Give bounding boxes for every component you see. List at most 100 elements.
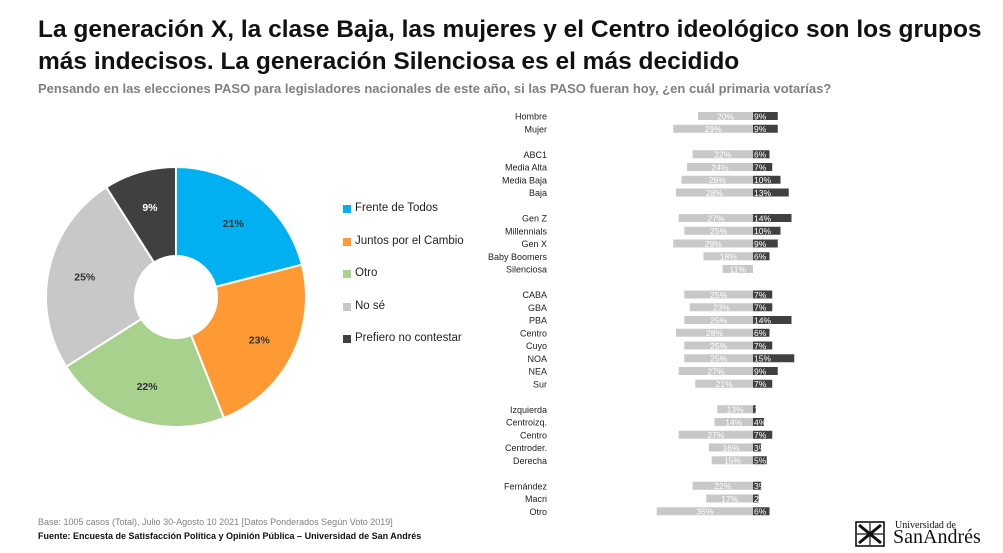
bar-prefiero-no-contestar-value: 7% xyxy=(754,379,767,389)
bar-no-se-value: 27% xyxy=(707,430,724,440)
bar-no-se-value: 29% xyxy=(705,239,722,249)
legend-swatch xyxy=(343,237,351,246)
bar-no-se xyxy=(692,481,753,490)
bar-no-se-value: 14% xyxy=(725,417,742,427)
legend-swatch xyxy=(343,205,351,213)
bar-no-se xyxy=(684,290,753,299)
bar-category-label: Centroizq. xyxy=(506,418,547,428)
bar-prefiero-no-contestar-value: 7% xyxy=(754,303,767,313)
source-note: Fuente: Encuesta de Satisfacción Polític… xyxy=(38,531,422,541)
bar-prefiero-no-contestar-value: 7% xyxy=(754,162,767,172)
bar-category-label: NEA xyxy=(528,367,547,377)
bar-no-se xyxy=(684,316,753,324)
bar-prefiero-no-contestar xyxy=(753,456,767,465)
bar-prefiero-no-contestar xyxy=(753,124,778,133)
bar-no-se xyxy=(692,150,753,159)
bar-prefiero-no-contestar-value: 2% xyxy=(754,494,767,504)
bar-prefiero-no-contestar-value: 6% xyxy=(754,150,767,160)
bar-category-label: Hombre xyxy=(515,112,547,122)
legend-swatch xyxy=(343,270,351,278)
bar-no-se-value: 27% xyxy=(707,213,724,223)
bar-no-se xyxy=(681,175,753,184)
legend-label: Otro xyxy=(355,267,378,279)
bar-category-label: Silenciosa xyxy=(506,265,547,275)
bar-prefiero-no-contestar xyxy=(753,494,759,503)
bar-prefiero-no-contestar-value: 10% xyxy=(754,226,771,236)
bar-no-se-value: 25% xyxy=(710,354,727,364)
bar-no-se-value: 13% xyxy=(727,405,744,415)
logo-small-text: Universidad de xyxy=(895,520,956,531)
bar-no-se-value: 22% xyxy=(714,150,731,160)
bar-no-se-value: 29% xyxy=(705,124,722,134)
bar-prefiero-no-contestar-value: 6% xyxy=(754,252,767,262)
bar-category-label: Centroder. xyxy=(505,443,547,453)
bar-no-se-value: 25% xyxy=(710,315,727,325)
bar-category-label: Centro xyxy=(520,430,547,440)
legend-label: No sé xyxy=(355,299,386,312)
bar-no-se xyxy=(722,265,753,273)
bar-category-label: GBA xyxy=(528,303,547,313)
bar-prefiero-no-contestar xyxy=(753,252,770,261)
bar-prefiero-no-contestar xyxy=(753,175,781,184)
bar-prefiero-no-contestar-value: 9% xyxy=(754,124,767,134)
bar-category-label: CABA xyxy=(522,290,547,300)
bar-prefiero-no-contestar xyxy=(753,328,770,337)
bar-prefiero-no-contestar-value: 4% xyxy=(754,417,767,427)
bar-category-label: Cuyo xyxy=(526,341,547,351)
bar-prefiero-no-contestar xyxy=(753,507,770,516)
logo-big-text: SanAndrés xyxy=(893,526,981,548)
bar-no-se xyxy=(709,443,753,452)
bar-no-se-value: 22% xyxy=(714,481,731,491)
legend-label: Frente de Todos xyxy=(355,202,438,214)
bar-prefiero-no-contestar xyxy=(753,226,781,235)
legend-swatch xyxy=(343,335,351,343)
bar-prefiero-no-contestar xyxy=(753,354,795,363)
bar-prefiero-no-contestar-value: 9% xyxy=(754,366,767,376)
bar-category-label: Centro xyxy=(520,328,547,338)
bar-no-se xyxy=(695,379,753,388)
bar-category-label: Izquierda xyxy=(510,405,547,415)
bar-no-se xyxy=(689,303,753,312)
bar-no-se xyxy=(706,494,753,503)
bar-prefiero-no-contestar-value: 7% xyxy=(754,430,767,440)
bar-prefiero-no-contestar xyxy=(753,443,762,452)
bar-prefiero-no-contestar-value: 3% xyxy=(754,443,767,453)
bar-no-se xyxy=(684,341,753,350)
bar-prefiero-no-contestar-value: 15% xyxy=(754,354,771,364)
bar-no-se xyxy=(673,239,753,248)
base-note: Base: 1005 casos (Total), Julio 30-Agost… xyxy=(38,517,393,527)
bar-prefiero-no-contestar-value: 14% xyxy=(754,315,771,325)
bar-prefiero-no-contestar-value: 7% xyxy=(754,341,767,351)
bar-no-se xyxy=(703,252,753,261)
bar-category-label: Media Baja xyxy=(502,175,547,185)
bar-category-label: Media Alta xyxy=(505,163,547,173)
bar-category-label: Otro xyxy=(529,507,547,517)
bar-no-se-value: 11% xyxy=(730,264,747,274)
bar-category-label: Baja xyxy=(529,188,547,198)
bar-category-label: Gen X xyxy=(521,239,547,249)
bar-no-se-value: 17% xyxy=(721,494,738,504)
page-title: La generación X, la clase Baja, las muje… xyxy=(38,16,982,75)
bar-no-se-value: 18% xyxy=(720,252,737,262)
bar-no-se-value: 24% xyxy=(711,162,728,172)
university-crest-icon xyxy=(855,521,885,547)
bar-prefiero-no-contestar xyxy=(753,379,773,388)
pie-slice xyxy=(189,263,307,420)
bar-no-se xyxy=(676,328,753,337)
bar-category-label: Macri xyxy=(525,494,547,504)
bar-no-se xyxy=(678,367,753,375)
bar-prefiero-no-contestar xyxy=(753,188,789,197)
bar-no-se xyxy=(687,163,753,171)
bar-no-se-value: 21% xyxy=(716,379,733,389)
bar-no-se-value: 25% xyxy=(710,226,727,236)
bar-no-se xyxy=(684,354,753,363)
bar-category-label: Millennials xyxy=(505,226,548,236)
bar-no-se xyxy=(678,430,753,439)
bar-no-se xyxy=(714,418,753,426)
bar-prefiero-no-contestar xyxy=(753,163,773,171)
bar-category-label: Derecha xyxy=(513,456,547,466)
bar-prefiero-no-contestar xyxy=(753,405,756,414)
bar-prefiero-no-contestar xyxy=(753,481,762,490)
bar-prefiero-no-contestar-value: 6% xyxy=(754,507,767,517)
